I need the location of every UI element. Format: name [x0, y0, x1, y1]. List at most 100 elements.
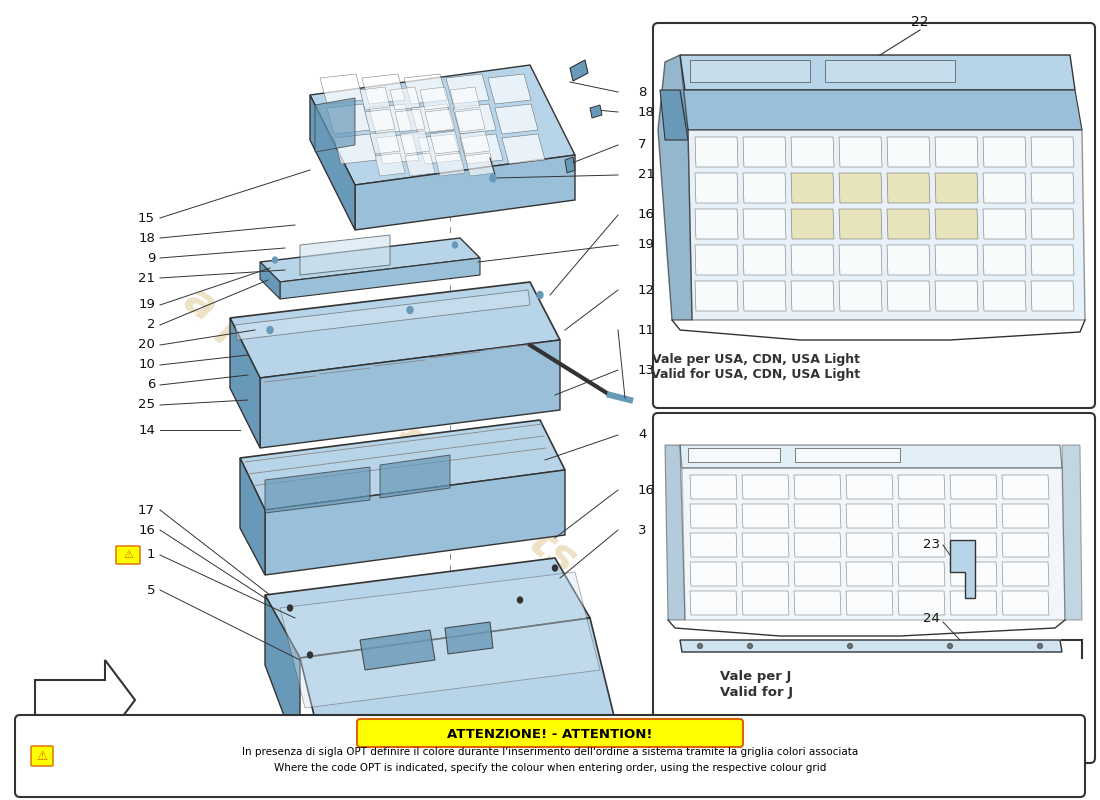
Text: Where the code OPT is indicated, specify the colour when entering order, using t: Where the code OPT is indicated, specify…: [274, 763, 826, 773]
Polygon shape: [950, 504, 997, 528]
Polygon shape: [695, 209, 738, 239]
Text: 9: 9: [146, 251, 155, 265]
Polygon shape: [460, 131, 490, 154]
Polygon shape: [235, 290, 530, 340]
Polygon shape: [791, 209, 834, 239]
Text: 15: 15: [138, 211, 155, 225]
Text: Vale per J: Vale per J: [720, 670, 791, 683]
Polygon shape: [453, 104, 496, 134]
Polygon shape: [570, 60, 589, 81]
Text: 3: 3: [638, 523, 647, 537]
Text: 21: 21: [638, 169, 654, 182]
Text: 22: 22: [911, 15, 928, 29]
Polygon shape: [794, 562, 842, 586]
Polygon shape: [794, 591, 842, 615]
Polygon shape: [887, 209, 929, 239]
Ellipse shape: [452, 242, 458, 248]
Ellipse shape: [697, 643, 703, 649]
Polygon shape: [310, 95, 355, 230]
Text: 11: 11: [638, 323, 654, 337]
Text: 2: 2: [146, 318, 155, 331]
Polygon shape: [420, 87, 450, 110]
Polygon shape: [794, 475, 842, 499]
Polygon shape: [360, 87, 390, 110]
Polygon shape: [405, 153, 435, 176]
Polygon shape: [887, 245, 929, 275]
Text: 16: 16: [638, 483, 654, 497]
Polygon shape: [565, 157, 575, 173]
Polygon shape: [355, 155, 575, 230]
Polygon shape: [411, 104, 454, 134]
Polygon shape: [695, 281, 738, 311]
Text: ⚠: ⚠: [36, 750, 47, 762]
Polygon shape: [690, 60, 810, 82]
Polygon shape: [260, 340, 560, 448]
Polygon shape: [446, 622, 493, 654]
Polygon shape: [839, 173, 882, 203]
Polygon shape: [362, 74, 405, 104]
Ellipse shape: [308, 652, 312, 658]
Polygon shape: [404, 74, 447, 104]
Polygon shape: [495, 104, 538, 134]
FancyBboxPatch shape: [653, 23, 1094, 408]
Polygon shape: [791, 137, 834, 167]
Polygon shape: [794, 504, 842, 528]
Polygon shape: [460, 134, 503, 164]
Text: 6: 6: [146, 378, 155, 391]
Text: 13: 13: [638, 363, 654, 377]
Polygon shape: [950, 562, 997, 586]
Polygon shape: [327, 104, 370, 134]
Polygon shape: [983, 173, 1026, 203]
Polygon shape: [839, 137, 882, 167]
Polygon shape: [898, 475, 945, 499]
Polygon shape: [368, 104, 412, 134]
Polygon shape: [334, 134, 377, 164]
Ellipse shape: [267, 326, 273, 334]
Text: 19: 19: [139, 298, 155, 311]
Ellipse shape: [748, 643, 752, 649]
Polygon shape: [846, 504, 893, 528]
Polygon shape: [690, 533, 737, 557]
Text: 1: 1: [146, 549, 155, 562]
Polygon shape: [794, 533, 842, 557]
Polygon shape: [983, 209, 1026, 239]
Polygon shape: [887, 173, 929, 203]
Polygon shape: [430, 131, 460, 154]
Polygon shape: [455, 109, 485, 132]
Polygon shape: [418, 134, 461, 164]
Polygon shape: [446, 74, 490, 104]
Polygon shape: [742, 504, 789, 528]
Text: 12: 12: [638, 283, 654, 297]
Polygon shape: [682, 468, 1065, 620]
Polygon shape: [1002, 533, 1049, 557]
FancyBboxPatch shape: [116, 546, 140, 564]
Polygon shape: [265, 470, 565, 575]
Polygon shape: [898, 504, 945, 528]
Text: 21: 21: [138, 271, 155, 285]
Polygon shape: [846, 533, 893, 557]
Polygon shape: [846, 475, 893, 499]
Polygon shape: [265, 595, 300, 758]
Ellipse shape: [273, 257, 277, 263]
Text: In presenza di sigla OPT definire il colore durante l'inserimento dell'ordine a : In presenza di sigla OPT definire il col…: [242, 747, 858, 757]
Polygon shape: [1062, 445, 1082, 620]
Text: ⚠: ⚠: [123, 550, 133, 560]
Polygon shape: [35, 660, 135, 740]
Polygon shape: [680, 445, 1062, 468]
Polygon shape: [375, 153, 405, 176]
Text: ATTENZIONE! - ATTENTION!: ATTENZIONE! - ATTENTION!: [448, 727, 652, 741]
Polygon shape: [688, 448, 780, 462]
Ellipse shape: [287, 605, 293, 611]
Polygon shape: [742, 209, 786, 239]
Ellipse shape: [407, 306, 412, 314]
Polygon shape: [680, 640, 1062, 652]
Polygon shape: [795, 448, 900, 462]
Polygon shape: [898, 533, 945, 557]
Polygon shape: [935, 173, 978, 203]
Ellipse shape: [552, 565, 558, 571]
Polygon shape: [935, 245, 978, 275]
Polygon shape: [950, 475, 997, 499]
Polygon shape: [265, 467, 370, 513]
Polygon shape: [791, 173, 834, 203]
Text: 24: 24: [923, 611, 940, 625]
